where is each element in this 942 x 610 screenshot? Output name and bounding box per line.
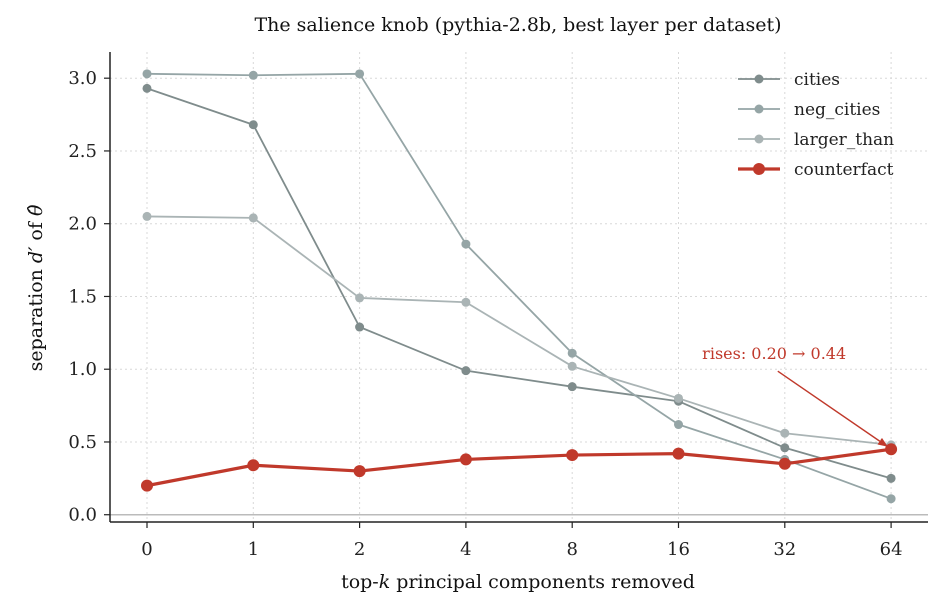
x-axis-label-part: top- [341,571,379,593]
data-point [355,322,365,332]
series-line [146,72,892,500]
data-point [567,361,577,371]
legend: cities neg_cities larger_than counterfact [738,70,894,180]
data-point [141,479,153,492]
legend-entry: larger_than [738,130,894,150]
legend-swatch-marker [753,163,765,175]
data-point [780,443,790,453]
legend-label: neg_cities [794,100,880,120]
data-point [353,465,366,478]
legend-entry: cities [738,70,840,90]
data-point [885,443,898,456]
data-point [459,453,472,466]
data-point [886,494,896,504]
y-axis-label-part: of [25,216,47,247]
data-point [248,120,258,130]
annotation-arrow [777,370,888,447]
y-tick-label: 3.0 [68,68,97,89]
legend-swatch-marker [754,134,764,144]
data-point [672,447,685,460]
x-tick-label: 4 [460,539,471,560]
legend-entry: counterfact [738,160,894,180]
y-tick-label: 0.5 [68,432,97,453]
legend-swatch-marker [754,104,764,114]
data-point [886,473,896,483]
x-tick-label: 16 [667,539,690,560]
data-point [780,428,790,438]
x-tick-label: 2 [354,539,365,560]
series-cities [142,83,896,483]
grid [110,52,928,522]
annotation: rises: 0.20 → 0.44 [702,344,888,447]
x-axis-label: top-k principal components removed [341,571,695,593]
series-larger-than [142,211,896,450]
x-tick-label: 32 [773,539,796,560]
series-neg-cities [142,69,896,504]
data-point [461,297,471,307]
legend-label: larger_than [794,130,894,150]
x-tick-label: 0 [141,539,152,560]
data-point [567,348,577,358]
data-point [142,211,152,221]
data-point [142,69,152,79]
data-point [142,83,152,93]
data-point [566,449,579,462]
y-tick-label: 1.0 [68,359,97,380]
legend-label: cities [794,70,840,90]
series-layer [141,69,898,504]
y-tick-label: 2.5 [68,141,97,162]
data-point [461,366,471,376]
x-tick-label: 64 [880,539,903,560]
series-line [146,447,892,488]
data-point [355,69,365,79]
data-point [248,70,258,80]
axes: 0 1 2 4 8 16 32 64 0.0 0.5 1.0 1.5 2.0 2.5 3.0 [68,52,928,560]
x-tick-label: 8 [566,539,577,560]
data-point [567,382,577,392]
x-tick-label: 1 [248,539,259,560]
y-tick-label: 0.0 [68,505,97,526]
y-tick-label: 1.5 [68,286,97,307]
data-point [674,393,683,403]
data-point [674,420,683,430]
data-point [461,239,471,249]
y-axis-label-part: d′ [25,246,47,263]
y-axis-label: separation d′ of θ̂ [25,204,47,371]
y-axis-label-part: θ̂ [25,204,47,216]
series-line [146,87,892,480]
chart-title: The salience knob (pythia-2.8b, best lay… [254,14,781,36]
legend-entry: neg_cities [738,100,880,120]
legend-label: counterfact [794,160,894,180]
data-point [247,459,260,472]
data-point [355,293,365,303]
annotation-text: rises: 0.20 → 0.44 [702,344,846,363]
x-axis-label-part: k [379,571,391,593]
legend-swatch-marker [754,74,764,84]
series-line [146,215,892,446]
x-axis-label-part: principal components removed [390,571,695,593]
data-point [778,457,791,470]
y-tick-label: 2.0 [68,214,97,235]
y-axis-label-part: separation [25,263,47,371]
data-point [248,213,258,223]
series-counterfact [141,443,898,492]
